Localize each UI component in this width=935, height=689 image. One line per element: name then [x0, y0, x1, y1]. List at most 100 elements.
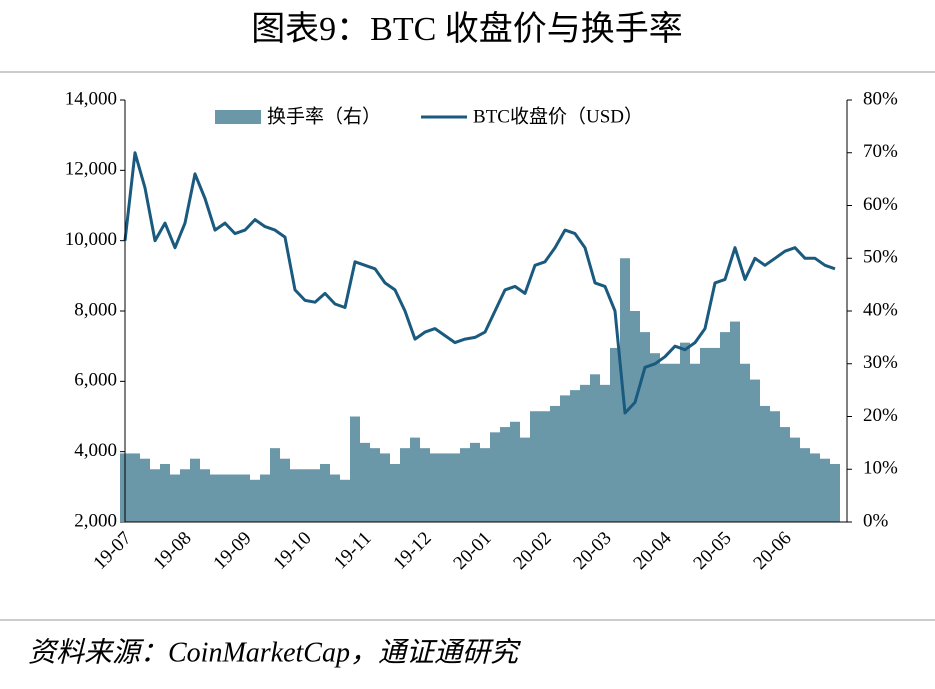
y-tick-label: 12,000	[65, 159, 117, 180]
bar	[410, 437, 420, 522]
x-tick-label: 20-05	[689, 528, 735, 574]
chart-title: 图表9：BTC 收盘价与换手率	[251, 10, 683, 48]
bar	[720, 332, 730, 522]
bar	[470, 442, 480, 522]
bar	[550, 405, 560, 522]
bar	[130, 453, 140, 522]
bar	[680, 342, 690, 522]
bar	[380, 453, 390, 522]
x-tick-label: 20-03	[569, 528, 615, 574]
bar	[370, 448, 380, 522]
y2-tick-label: 50%	[863, 247, 898, 268]
bar	[170, 474, 180, 522]
bar	[390, 463, 400, 522]
bar	[200, 469, 210, 522]
x-tick-label: 19-12	[389, 528, 435, 574]
bar	[440, 453, 450, 522]
x-tick-label: 19-10	[269, 528, 315, 574]
bar	[580, 384, 590, 522]
bar	[540, 411, 550, 522]
bar	[690, 363, 700, 522]
bar	[810, 453, 820, 522]
bar	[830, 463, 840, 522]
bar	[430, 453, 440, 522]
x-tick-label: 19-11	[330, 528, 376, 574]
bar	[730, 321, 740, 522]
bar	[260, 474, 270, 522]
bar	[480, 448, 490, 522]
bar	[610, 347, 620, 522]
bar	[710, 347, 720, 522]
y-tick-label: 2,000	[74, 510, 117, 531]
x-tick-label: 19-08	[149, 528, 195, 574]
y-tick-label: 10,000	[65, 229, 117, 250]
x-tick-label: 19-07	[89, 528, 135, 574]
bar	[210, 474, 220, 522]
y2-tick-label: 40%	[863, 299, 898, 320]
legend-swatch	[215, 110, 261, 124]
bar	[280, 458, 290, 522]
bar	[160, 463, 170, 522]
bar	[140, 458, 150, 522]
y2-tick-label: 10%	[863, 458, 898, 479]
price-line	[123, 151, 836, 415]
x-tick-label: 20-06	[749, 528, 795, 574]
bar	[820, 458, 830, 522]
bar	[320, 463, 330, 522]
y2-tick-label: 60%	[863, 194, 898, 215]
legend-label: BTC收盘价（USD）	[473, 105, 643, 127]
bar	[630, 311, 640, 522]
bar	[770, 411, 780, 522]
bar	[500, 427, 510, 522]
bar	[560, 395, 570, 522]
y2-tick-label: 0%	[863, 510, 889, 531]
bar	[270, 448, 280, 522]
y-tick-label: 14,000	[65, 88, 117, 109]
y2-tick-label: 20%	[863, 405, 898, 426]
y-tick-label: 6,000	[74, 370, 117, 391]
bar	[510, 421, 520, 522]
bar	[450, 453, 460, 522]
y-tick-label: 4,000	[74, 440, 117, 461]
x-tick-label: 20-01	[449, 528, 495, 574]
x-tick-label: 19-09	[209, 528, 255, 574]
bar	[620, 258, 630, 522]
bar	[400, 448, 410, 522]
bar	[740, 363, 750, 522]
bar	[490, 432, 500, 522]
bar	[800, 448, 810, 522]
x-tick-label: 20-02	[509, 528, 555, 574]
bar	[230, 474, 240, 522]
bar	[650, 353, 660, 522]
bar	[180, 469, 190, 522]
bar	[750, 379, 760, 522]
bar	[250, 479, 260, 522]
bar	[640, 332, 650, 522]
bar	[150, 469, 160, 522]
bar	[360, 442, 370, 522]
bar	[240, 474, 250, 522]
bar	[600, 384, 610, 522]
bar	[530, 411, 540, 522]
bar	[760, 405, 770, 522]
bar	[330, 474, 340, 522]
y-tick-label: 8,000	[74, 299, 117, 320]
bar	[420, 448, 430, 522]
bar	[300, 469, 310, 522]
bar	[220, 474, 230, 522]
bar	[670, 363, 680, 522]
bar	[700, 347, 710, 522]
legend-label: 换手率（右）	[267, 105, 381, 127]
bar	[660, 363, 670, 522]
bar	[340, 479, 350, 522]
x-tick-label: 20-04	[629, 527, 676, 574]
bar	[570, 390, 580, 522]
y2-tick-label: 70%	[863, 141, 898, 162]
source: 资料来源：CoinMarketCap，通证通研究	[28, 637, 521, 668]
bar	[590, 374, 600, 522]
bar	[520, 437, 530, 522]
y2-tick-label: 30%	[863, 352, 898, 373]
bar	[780, 427, 790, 522]
y2-tick-label: 80%	[863, 88, 898, 109]
